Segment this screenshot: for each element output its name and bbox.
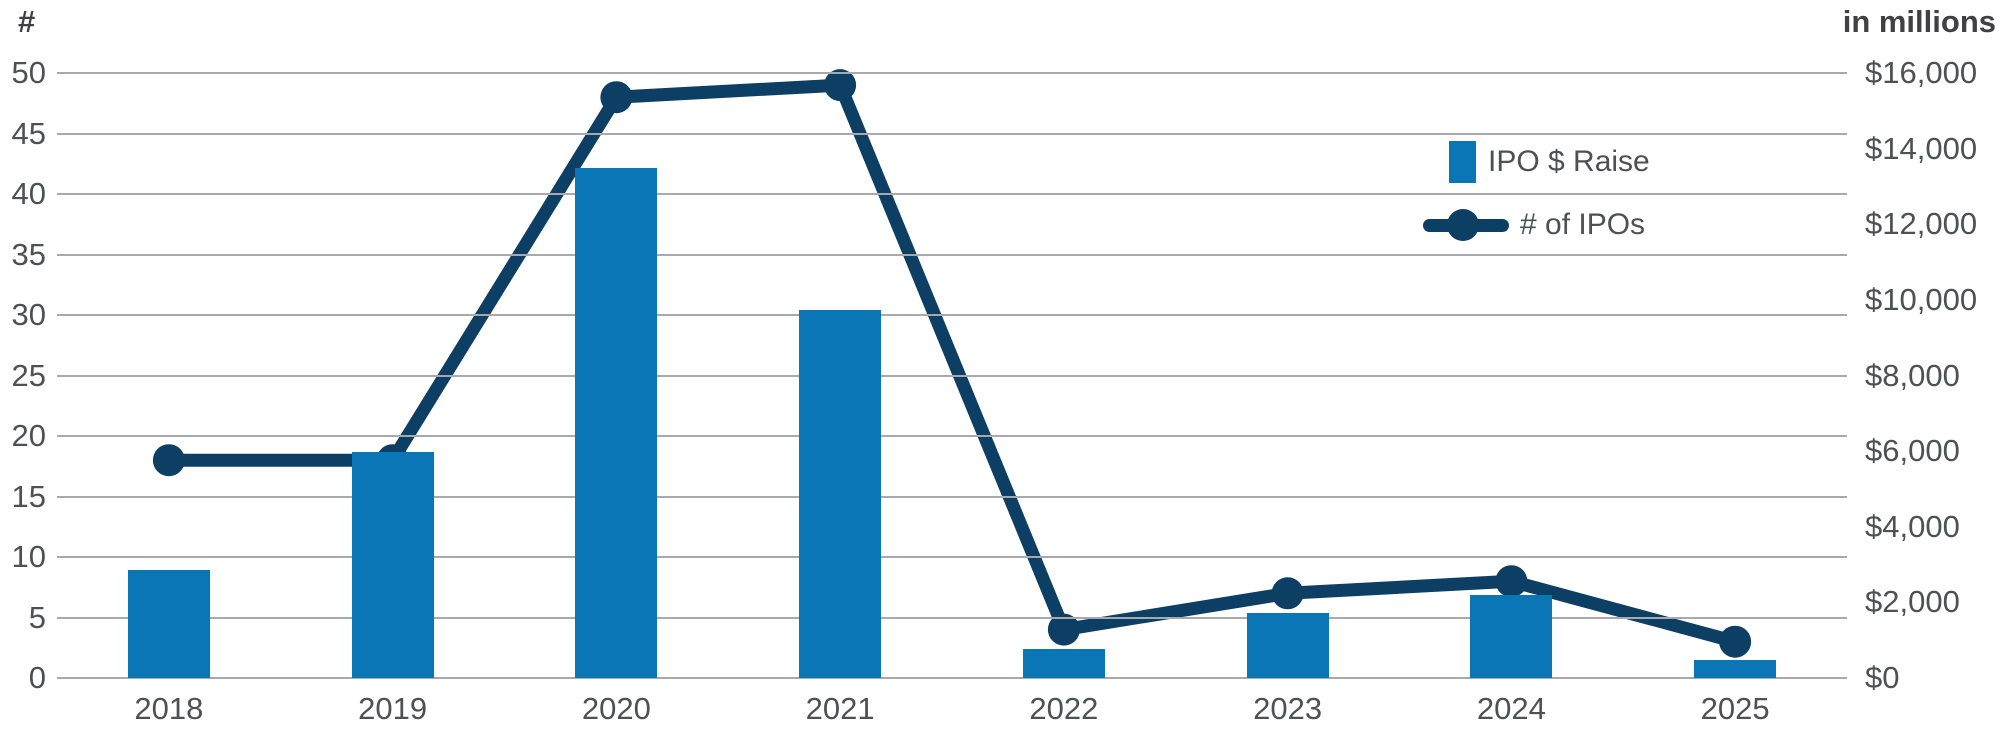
num-ipos-point (1047, 613, 1080, 646)
legend-bar-label: IPO $ Raise (1488, 145, 1650, 178)
gridline (57, 374, 1847, 377)
line-dot-swatch-icon (1423, 209, 1509, 241)
num-ipos-point (1719, 625, 1752, 658)
right-axis-tick-label: $14,000 (1865, 130, 1978, 166)
bar-ipo-raise (799, 310, 882, 678)
right-axis-tick-label: $12,000 (1865, 206, 1978, 242)
num-ipos-point (1271, 577, 1304, 610)
gridline (57, 677, 1847, 679)
gridline (57, 72, 1847, 74)
bar-ipo-raise (575, 167, 658, 678)
num-ipos-point (600, 81, 633, 114)
bar-ipo-raise (1022, 648, 1105, 678)
bar-ipo-raise (127, 569, 210, 678)
gridline (57, 495, 1847, 498)
right-axis-tick-label: $8,000 (1865, 357, 1960, 393)
x-axis-category-label: 2024 (1476, 691, 1546, 726)
right-axis-tick-label: $0 (1865, 660, 1900, 695)
left-axis-tick-label: 40 (11, 176, 46, 211)
right-axis-tick-label: $16,000 (1865, 55, 1978, 90)
left-axis-tick-label: 30 (11, 297, 46, 332)
bar-swatch-icon (1449, 141, 1476, 183)
legend-line-label: # of IPOs (1520, 208, 1646, 241)
left-axis-tick-label: 20 (11, 418, 46, 453)
bar-ipo-raise (351, 451, 434, 678)
left-axis-tick-label: 35 (11, 236, 46, 272)
left-axis-tick-label: 50 (11, 55, 46, 90)
x-axis-category-label: 2021 (805, 691, 875, 726)
num-ipos-point (824, 69, 857, 102)
gridline (57, 132, 1847, 135)
left-axis-tick-label: 0 (28, 660, 46, 695)
right-axis-tick-label: $6,000 (1865, 433, 1960, 469)
x-axis-category-label: 2023 (1253, 691, 1323, 726)
bar-ipo-raise (1694, 659, 1777, 678)
bar-ipo-raise (1470, 594, 1553, 678)
gridline (57, 556, 1847, 558)
x-axis-category-label: 2022 (1029, 691, 1099, 726)
gridline (57, 314, 1847, 316)
right-axis-title: in millions (1842, 4, 1996, 39)
num-ipos-point (152, 444, 185, 477)
x-axis-category-label: 2018 (134, 691, 204, 726)
left-axis-title: # (18, 4, 36, 39)
right-axis-tick-label: $4,000 (1865, 508, 1960, 544)
left-axis-tick-label: 10 (11, 539, 46, 574)
x-axis-category-label: 2019 (358, 691, 428, 726)
gridline (57, 253, 1847, 256)
left-axis-tick-label: 15 (11, 478, 46, 514)
num-ipos-point (1495, 565, 1528, 598)
right-axis-tick-label: $2,000 (1865, 584, 1960, 620)
gridline (57, 616, 1847, 619)
gridline (57, 435, 1847, 437)
gridline (57, 193, 1847, 195)
num-ipos-line (162, 78, 1742, 649)
left-axis-tick-label: 45 (11, 115, 46, 151)
left-axis-tick-label: 25 (11, 357, 46, 393)
bar-ipo-raise (1246, 612, 1329, 678)
x-axis-category-label: 2020 (581, 691, 651, 726)
x-axis-category-label: 2025 (1700, 691, 1770, 726)
right-axis-tick-label: $10,000 (1865, 281, 1978, 317)
left-axis-tick-label: 5 (28, 599, 46, 635)
